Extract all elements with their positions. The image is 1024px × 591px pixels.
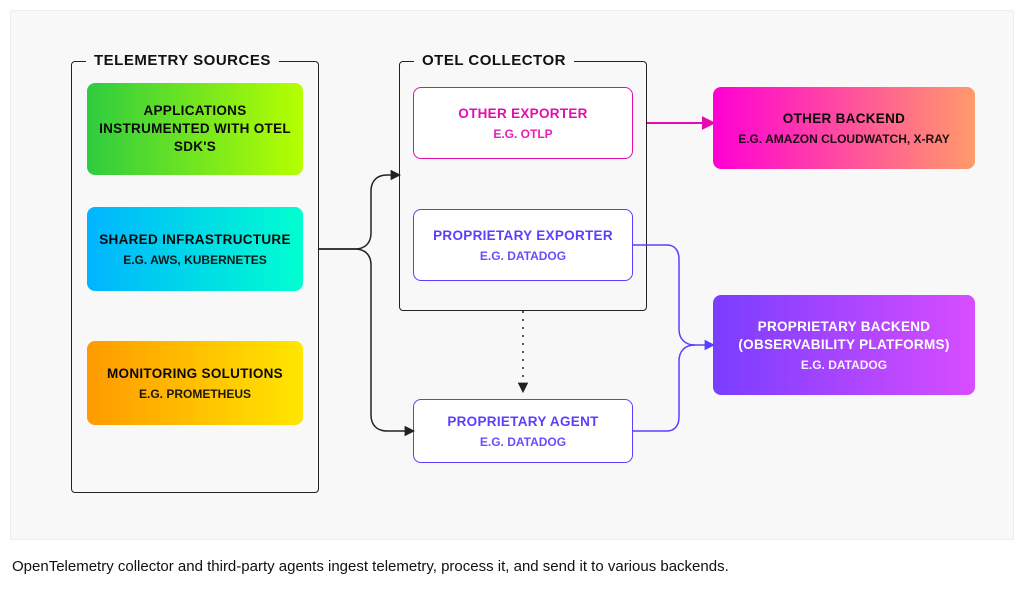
diagram-canvas: TELEMETRY SOURCES OTEL COLLECTOR APPLICA… (10, 10, 1014, 540)
node-subtitle: E.G. AWS, KUBERNETES (123, 253, 267, 267)
node-proprietary-exporter: PROPRIETARY EXPORTER E.G. DATADOG (413, 209, 633, 281)
node-subtitle: E.G. DATADOG (801, 358, 887, 372)
node-other-backend: OTHER BACKEND E.G. AMAZON CLOUDWATCH, X-… (713, 87, 975, 169)
node-applications: APPLICATIONS INSTRUMENTED WITH OTEL SDK'… (87, 83, 303, 175)
node-other-exporter: OTHER EXPORTER E.G. OTLP (413, 87, 633, 159)
node-subtitle: E.G. DATADOG (480, 435, 566, 449)
node-title: PROPRIETARY BACKEND (OBSERVABILITY PLATF… (721, 318, 967, 354)
node-monitoring-solutions: MONITORING SOLUTIONS E.G. PROMETHEUS (87, 341, 303, 425)
edge-propagent-branch (633, 345, 695, 431)
node-title: SHARED INFRASTRUCTURE (99, 231, 291, 249)
node-title: APPLICATIONS INSTRUMENTED WITH OTEL SDK'… (95, 102, 295, 157)
node-title: PROPRIETARY EXPORTER (433, 227, 613, 245)
group-legend: OTEL COLLECTOR (414, 52, 574, 69)
node-subtitle: E.G. AMAZON CLOUDWATCH, X-RAY (738, 132, 950, 146)
node-proprietary-backend: PROPRIETARY BACKEND (OBSERVABILITY PLATF… (713, 295, 975, 395)
figure-caption: OpenTelemetry collector and third-party … (12, 558, 729, 575)
group-legend: TELEMETRY SOURCES (86, 52, 279, 69)
node-title: PROPRIETARY AGENT (447, 413, 598, 431)
node-proprietary-agent: PROPRIETARY AGENT E.G. DATADOG (413, 399, 633, 463)
node-subtitle: E.G. OTLP (493, 127, 552, 141)
node-shared-infrastructure: SHARED INFRASTRUCTURE E.G. AWS, KUBERNET… (87, 207, 303, 291)
node-subtitle: E.G. PROMETHEUS (139, 387, 251, 401)
node-title: OTHER BACKEND (783, 110, 905, 128)
node-title: OTHER EXPORTER (458, 105, 587, 123)
node-subtitle: E.G. DATADOG (480, 249, 566, 263)
node-title: MONITORING SOLUTIONS (107, 365, 283, 383)
edge-src-to-collector (319, 175, 399, 249)
